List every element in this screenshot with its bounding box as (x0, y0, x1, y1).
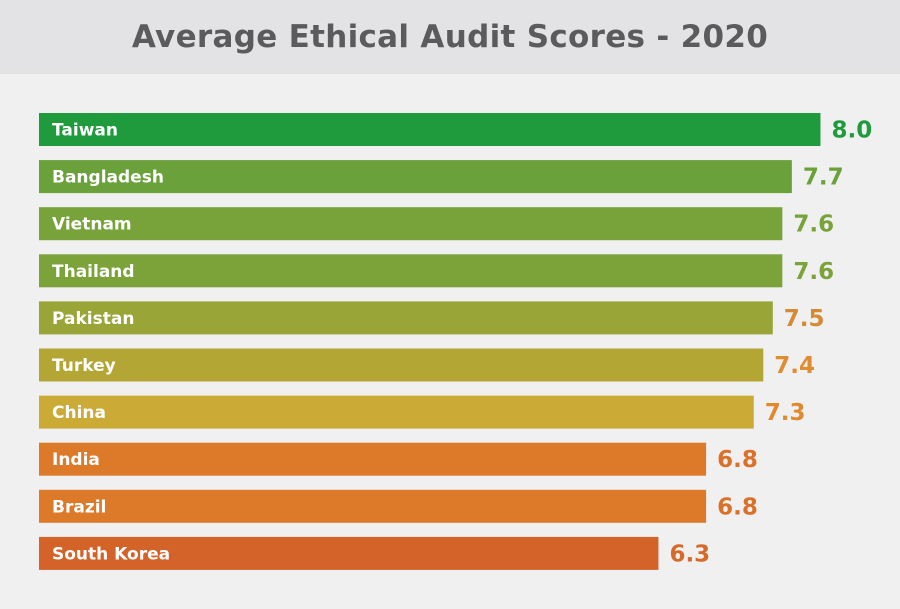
value-label: 6.3 (669, 541, 710, 567)
bar-thailand (39, 254, 783, 288)
category-label: Taiwan (52, 121, 118, 141)
bar-turkey (39, 348, 764, 382)
category-label: China (52, 403, 106, 423)
value-label: 7.7 (803, 165, 844, 191)
category-label: Bangladesh (52, 168, 164, 188)
value-label: 7.6 (793, 259, 834, 285)
category-label: Vietnam (52, 215, 132, 235)
value-label: 7.6 (793, 212, 834, 238)
bar-pakistan (39, 301, 773, 335)
value-label: 7.3 (765, 400, 806, 426)
bar-vietnam (39, 207, 783, 241)
chart-title: Average Ethical Audit Scores - 2020 (131, 19, 769, 55)
value-label: 6.8 (717, 494, 758, 520)
category-label: Brazil (52, 497, 106, 517)
title-banner: Average Ethical Audit Scores - 2020 (0, 0, 900, 74)
bar-taiwan (39, 113, 821, 146)
value-label: 7.5 (784, 306, 825, 332)
category-label: Pakistan (52, 309, 134, 329)
bar-bangladesh (39, 160, 792, 194)
category-label: South Korea (52, 544, 170, 564)
bar-china (39, 395, 754, 429)
bar-india (39, 442, 707, 476)
value-label: 7.4 (774, 353, 815, 379)
bar-brazil (39, 489, 707, 523)
category-label: Thailand (52, 262, 135, 282)
bar-south-korea (39, 536, 659, 570)
value-label: 6.8 (717, 447, 758, 473)
category-label: India (52, 450, 100, 470)
category-label: Turkey (52, 356, 116, 376)
value-label: 8.0 (831, 118, 872, 144)
